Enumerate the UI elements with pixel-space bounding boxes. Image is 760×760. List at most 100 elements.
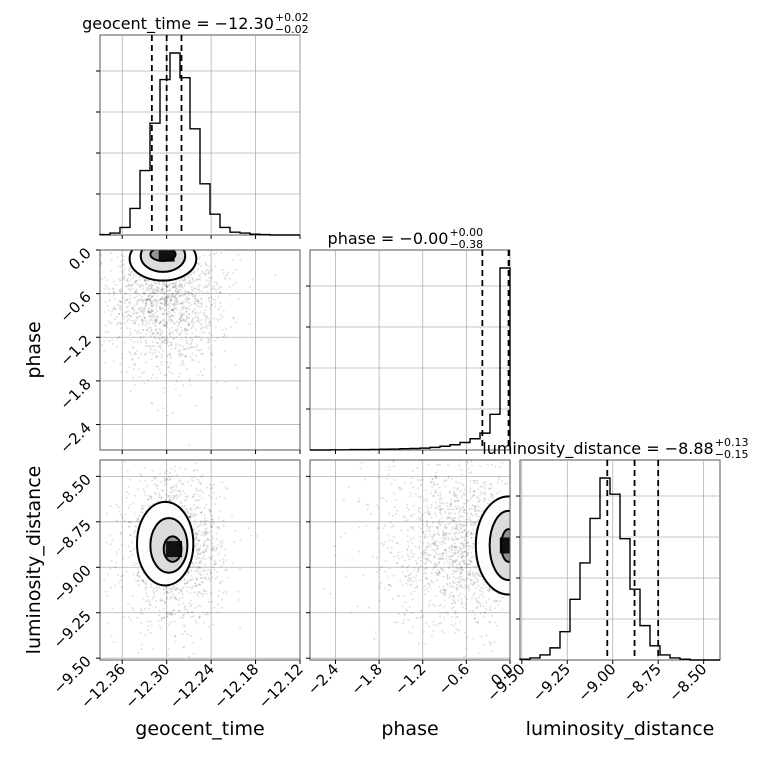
geocent_time-vs-phase-sample [182, 318, 185, 321]
phase-vs-luminosity_distance-sample [490, 650, 493, 653]
geocent_time-vs-luminosity_distance-sample [132, 573, 135, 576]
phase-vs-luminosity_distance-sample [333, 544, 336, 547]
geocent_time-vs-phase-sample [215, 252, 218, 255]
geocent_time-vs-luminosity_distance-sample [167, 494, 170, 497]
geocent_time-vs-phase-sample [161, 284, 164, 287]
geocent_time-vs-luminosity_distance-sample [224, 554, 227, 557]
phase-vs-luminosity_distance-sample [376, 527, 379, 530]
geocent_time-vs-phase-sample [135, 331, 138, 334]
geocent_time-vs-phase-sample [136, 340, 139, 343]
geocent_time-vs-luminosity_distance-sample [186, 582, 189, 585]
geocent_time-vs-luminosity_distance-sample [190, 569, 193, 572]
geocent_time-vs-phase-sample [133, 321, 136, 324]
geocent_time-vs-luminosity_distance-sample [178, 597, 181, 600]
geocent_time-vs-luminosity_distance-sample [150, 496, 153, 499]
geocent_time-vs-luminosity_distance-sample [132, 548, 135, 551]
phase-vs-luminosity_distance-sample [405, 582, 408, 585]
phase-vs-luminosity_distance-sample [470, 532, 473, 535]
geocent_time-vs-luminosity_distance-sample [198, 480, 201, 483]
geocent_time-vs-luminosity_distance-sample [105, 541, 108, 544]
geocent_time-vs-luminosity_distance-sample [181, 587, 184, 590]
geocent_time-vs-luminosity_distance-sample [182, 614, 185, 617]
phase-vs-luminosity_distance-sample [463, 560, 466, 563]
phase-vs-luminosity_distance-sample [447, 475, 450, 478]
geocent_time-vs-phase-sample [197, 302, 200, 305]
geocent_time-vs-phase-sample [172, 295, 175, 298]
geocent_time-vs-phase-sample [171, 372, 174, 375]
geocent_time-vs-luminosity_distance-sample [172, 485, 175, 488]
phase-vs-luminosity_distance-sample [424, 643, 427, 646]
geocent_time-vs-phase-sample [156, 309, 159, 312]
phase-vs-luminosity_distance-sample [458, 696, 460, 698]
phase-vs-luminosity_distance-sample [455, 525, 458, 528]
phase-vs-luminosity_distance-sample [433, 482, 436, 485]
geocent_time-vs-luminosity_distance-sample [191, 588, 194, 591]
geocent_time-vs-phase-sample [132, 346, 135, 349]
phase-vs-luminosity_distance-sample [447, 476, 450, 479]
geocent_time-vs-luminosity_distance-sample [167, 443, 169, 445]
phase-vs-luminosity_distance-sample [437, 442, 439, 444]
geocent_time-vs-phase-sample [220, 251, 223, 254]
geocent_time-vs-phase-sample [132, 377, 135, 380]
phase-vs-luminosity_distance-sample [433, 604, 436, 607]
geocent_time-vs-luminosity_distance-sample [157, 457, 159, 459]
phase-vs-luminosity_distance-sample [437, 545, 440, 548]
geocent_time-vs-luminosity_distance-sample [182, 585, 185, 588]
phase-vs-luminosity_distance-sample [409, 579, 412, 582]
geocent_time-vs-phase-sample [164, 284, 167, 287]
phase-vs-luminosity_distance-sample [407, 631, 410, 634]
phase-vs-luminosity_distance-sample [438, 522, 441, 525]
geocent_time-vs-luminosity_distance-sample [109, 534, 112, 537]
phase-vs-luminosity_distance-sample [376, 571, 379, 574]
phase-vs-luminosity_distance-sample [391, 539, 394, 542]
geocent_time-vs-phase-sample [143, 317, 146, 320]
phase-vs-luminosity_distance-sample [442, 534, 445, 537]
geocent_time-vs-phase-sample [127, 313, 130, 316]
phase-vs-luminosity_distance-sample [425, 567, 428, 570]
phase-vs-luminosity_distance-sample [407, 508, 410, 511]
geocent_time-vs-phase-sample [139, 286, 142, 289]
phase-vs-luminosity_distance-sample [460, 566, 463, 569]
geocent_time-vs-luminosity_distance-sample [215, 677, 217, 679]
geocent_time-vs-phase-sample [155, 319, 158, 322]
geocent_time-vs-luminosity_distance-sample [195, 578, 198, 581]
phase-vs-luminosity_distance-sample [383, 587, 386, 590]
phase-vs-luminosity_distance-sample [432, 535, 435, 538]
phase-vs-luminosity_distance-sample [406, 503, 409, 506]
phase-vs-luminosity_distance-sample [444, 479, 447, 482]
geocent_time-vs-phase-sample [150, 301, 153, 304]
geocent_time-vs-luminosity_distance-sample [190, 574, 193, 577]
phase-vs-luminosity_distance-sample [426, 552, 429, 555]
geocent_time-vs-luminosity_distance-sample [212, 483, 215, 486]
geocent_time-vs-phase-sample [128, 350, 131, 353]
phase-vs-luminosity_distance-sample [452, 605, 455, 608]
geocent_time-vs-phase-sample [101, 278, 104, 281]
geocent_time-vs-phase-sample [180, 332, 183, 335]
phase-vs-luminosity_distance-sample [418, 642, 421, 645]
geocent_time-vs-phase-sample [143, 353, 146, 356]
phase-vs-luminosity_distance-sample [467, 548, 470, 551]
phase-vs-luminosity_distance-sample [409, 495, 412, 498]
geocent_time-vs-phase-sample [248, 322, 251, 325]
geocent_time-vs-phase-sample [83, 270, 85, 272]
phase-vs-luminosity_distance-sample [388, 469, 391, 472]
phase-vs-luminosity_distance-sample [471, 514, 474, 517]
phase-vs-luminosity_distance-sample [396, 621, 399, 624]
geocent_time-vs-phase-sample [143, 310, 146, 313]
geocent_time-vs-phase-sample [223, 276, 226, 279]
geocent_time-vs-phase-sample [158, 299, 161, 302]
geocent_time-vs-phase-sample [155, 365, 158, 368]
geocent_time-vs-phase-sample [132, 276, 135, 279]
geocent_time-vs-luminosity_distance-sample [203, 455, 205, 457]
phase-vs-luminosity_distance-sample [434, 489, 437, 492]
phase-vs-luminosity_distance-sample [406, 569, 409, 572]
phase-vs-luminosity_distance-sample [470, 513, 473, 516]
geocent_time-vs-phase-sample [175, 379, 178, 382]
phase-vs-luminosity_distance-sample [387, 473, 390, 476]
phase-vs-luminosity_distance-sample [452, 572, 455, 575]
phase-vs-luminosity_distance-frame [309, 459, 511, 661]
phase-vs-luminosity_distance-sample [473, 581, 476, 584]
geocent_time-vs-phase-sample [191, 358, 194, 361]
phase-vs-luminosity_distance-sample [472, 609, 475, 612]
phase-vs-luminosity_distance-sample [410, 482, 413, 485]
